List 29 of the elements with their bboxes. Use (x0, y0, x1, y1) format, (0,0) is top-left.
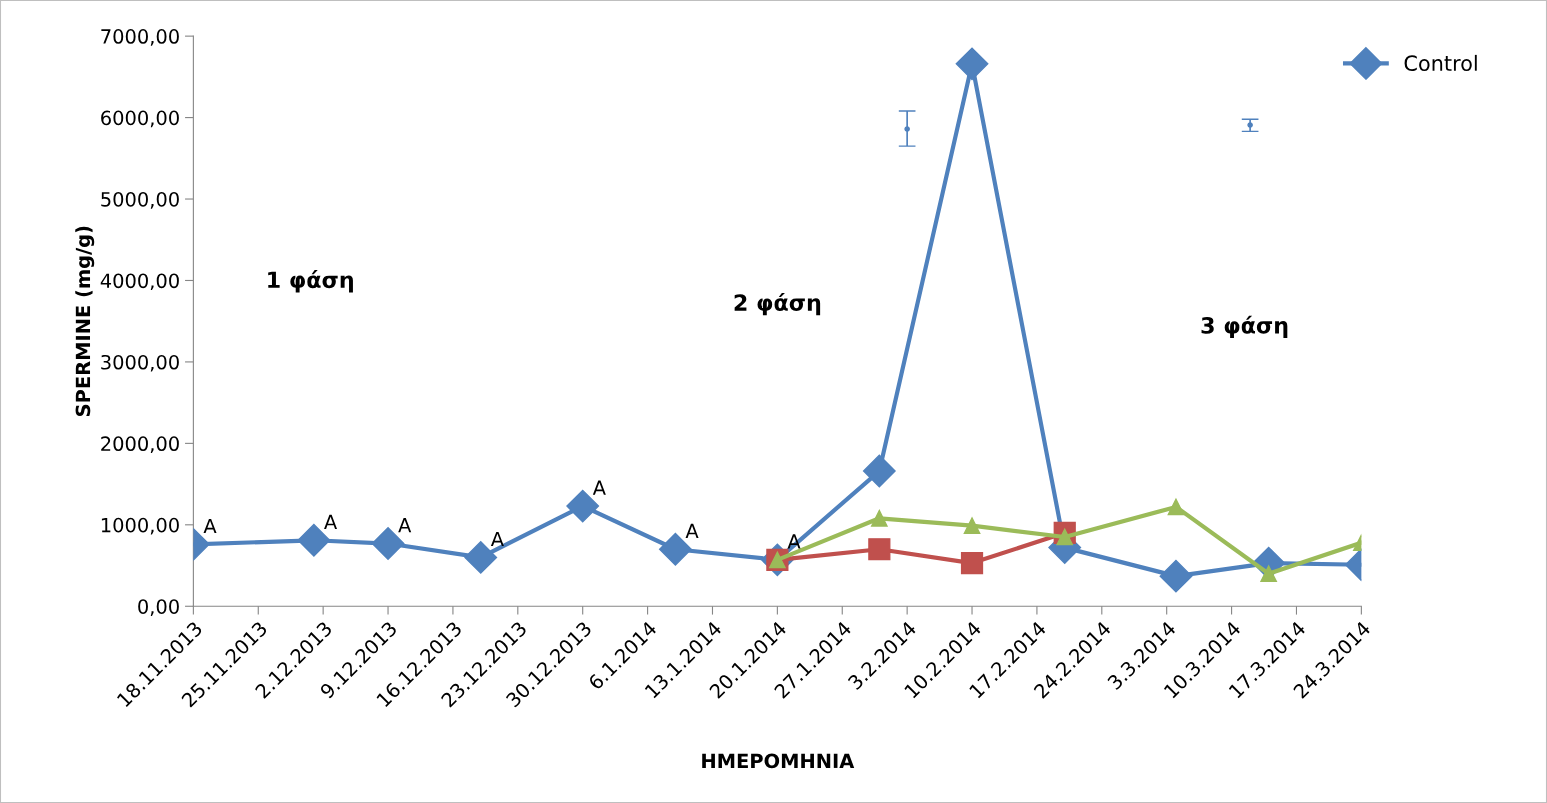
y-tick-label: 6000,00 (101, 110, 179, 128)
point (963, 517, 981, 534)
annotation: A (203, 518, 217, 534)
y-tick-label: 1000,00 (101, 517, 179, 535)
point (862, 454, 896, 488)
point (955, 47, 989, 81)
annotation: A (398, 518, 412, 533)
y-tick-label: 0,00 (138, 599, 179, 616)
annotation: 2 φάση (734, 292, 821, 316)
annotation: 1 φάση (268, 270, 353, 293)
annotation: A (685, 523, 699, 538)
x-axis-title: ΗΜΕΡΟΜΗΝΙΑ (702, 753, 855, 769)
y-axis-title: SPERMINE (mg/g) (75, 226, 95, 416)
point (1260, 565, 1277, 583)
y-tick-label: 3000,00 (101, 354, 179, 372)
point (1167, 498, 1185, 516)
y-tick-label: 4000,00 (100, 273, 179, 291)
point (871, 509, 888, 527)
point (1159, 559, 1193, 593)
point (960, 551, 984, 575)
point (868, 538, 891, 561)
y-tick-label: 7000,00 (101, 29, 179, 46)
y-tick-label: 5000,00 (101, 191, 179, 209)
annotation: 3 φάση (1201, 315, 1288, 339)
y-tick-label: 2000,00 (101, 436, 179, 454)
legend-label: Control (1404, 54, 1477, 72)
annotation: A (490, 531, 504, 547)
annotation: A (324, 514, 338, 529)
annotation: A (592, 480, 606, 495)
